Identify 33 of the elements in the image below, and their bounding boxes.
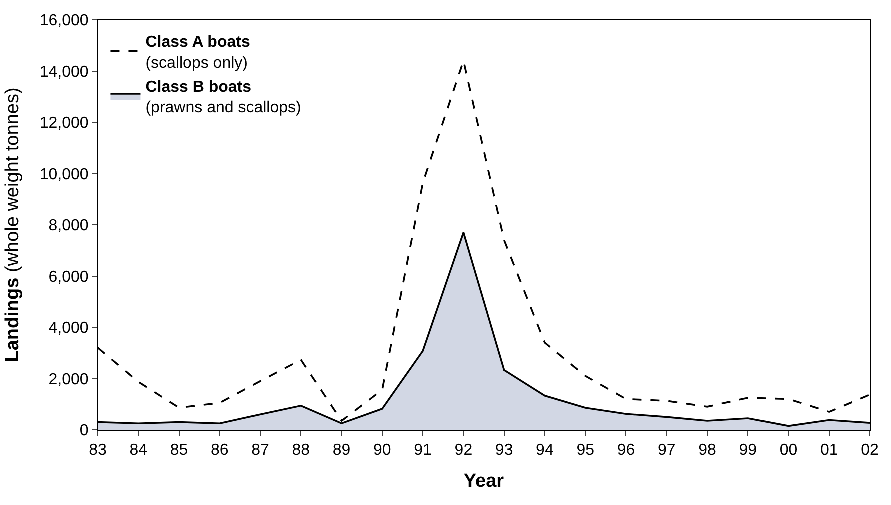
x-tick-label: 02: [861, 442, 879, 460]
x-tick-label: 84: [130, 442, 148, 460]
legend-label: Class A boats (scallops only): [146, 34, 250, 72]
x-tick-label: 91: [414, 442, 432, 460]
y-axis-title: Landings (whole weight tonnes): [2, 88, 24, 362]
x-tick-label: 98: [698, 442, 716, 460]
y-tick-label: 14,000: [40, 64, 89, 81]
x-tick-label: 96: [617, 442, 636, 460]
y-tick-label: 4,000: [48, 320, 89, 338]
x-tick-label: 00: [780, 442, 798, 460]
x-tick-label: 92: [454, 442, 473, 460]
x-tick-label: 94: [536, 442, 554, 460]
y-tick-label: 2,000: [48, 371, 89, 388]
x-tick-label: 86: [210, 442, 229, 460]
y-tick-label: 16,000: [40, 12, 89, 30]
x-tick-label: 83: [89, 442, 107, 460]
x-tick-label: 88: [292, 442, 310, 460]
x-tick-label: 97: [658, 442, 676, 460]
y-tick-label: 6,000: [48, 268, 89, 286]
y-tick-label: 10,000: [40, 166, 89, 184]
y-tick-label: 0: [80, 422, 89, 440]
x-tick-label: 87: [252, 442, 270, 460]
x-tick-label: 93: [495, 442, 514, 460]
x-tick-label: 85: [170, 442, 188, 460]
x-tick-label: 95: [576, 442, 595, 460]
y-tick-label: 8,000: [48, 218, 89, 235]
legend-label: Class B boats (prawns and scallops): [146, 78, 302, 117]
x-tick-label: 99: [739, 442, 758, 460]
x-tick-label: 01: [820, 442, 838, 460]
y-tick-label: 12,000: [40, 115, 89, 132]
x-axis-title: Year: [464, 471, 505, 492]
x-tick-label: 90: [374, 442, 392, 460]
x-tick-label: 89: [332, 442, 351, 460]
